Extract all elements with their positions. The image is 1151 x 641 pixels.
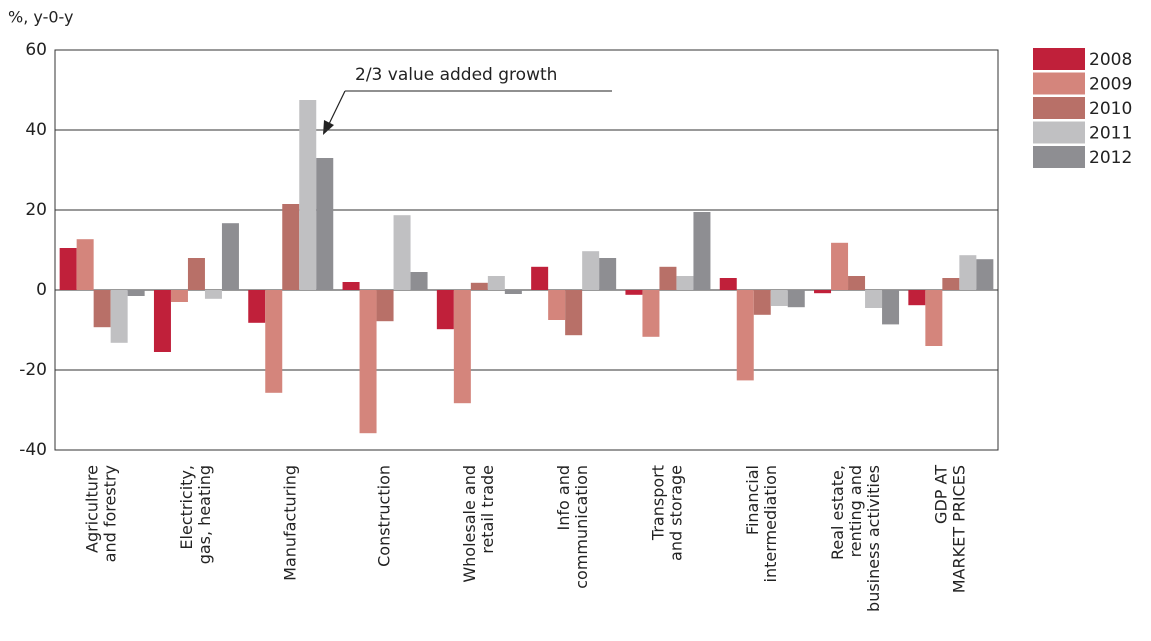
bar (770, 290, 788, 306)
legend-label: 2012 (1089, 148, 1132, 168)
bar (548, 290, 566, 320)
legend-swatch (1033, 97, 1085, 119)
bar (693, 212, 711, 290)
x-tick-label: intermediation (761, 465, 780, 582)
x-tick-label: and forestry (101, 465, 120, 562)
plot-frame (54, 49, 999, 451)
x-tick-label: Wholesale and (460, 465, 479, 583)
bar (865, 290, 883, 308)
bar (925, 290, 943, 346)
bar (882, 290, 900, 325)
bar (187, 258, 205, 290)
bar (504, 290, 522, 294)
y-tick-label: 0 (36, 280, 47, 300)
bars (59, 100, 994, 434)
bar (282, 204, 300, 290)
y-tick-label: -40 (19, 440, 47, 460)
legend-label: 2010 (1089, 99, 1132, 119)
bar (719, 278, 737, 290)
x-tick-label: renting and (846, 465, 865, 557)
bar (376, 290, 394, 322)
bar (393, 215, 411, 290)
bar (642, 290, 660, 337)
bar (976, 259, 994, 290)
bar (342, 282, 360, 290)
bar (814, 290, 832, 294)
x-tick-label: communication (572, 465, 591, 589)
bar (736, 290, 754, 381)
bar (582, 251, 600, 290)
bar (410, 272, 428, 290)
bar (787, 290, 805, 308)
bar (453, 290, 471, 404)
y-tick-label: -20 (19, 360, 47, 380)
x-tick-label: Agriculture (83, 465, 102, 553)
legend-label: 2009 (1089, 75, 1132, 95)
y-tick-label: 20 (25, 200, 47, 220)
bar (127, 290, 145, 296)
bar (110, 290, 128, 343)
bar (153, 290, 171, 352)
legend-swatch (1033, 146, 1085, 168)
bar (625, 290, 643, 295)
bar (599, 258, 617, 290)
annotation: 2/3 value added growth (355, 65, 557, 85)
annotation-arrow (328, 90, 346, 125)
x-tick-label: and storage (666, 465, 685, 561)
bar (942, 278, 960, 290)
x-tick-label: Manufacturing (280, 465, 299, 581)
bar (659, 266, 677, 290)
bar (221, 223, 239, 290)
bar (359, 290, 377, 434)
x-tick-label: Info and (554, 465, 573, 530)
bar (753, 290, 771, 315)
legend-swatch (1033, 48, 1085, 70)
x-tick-label: Transport (648, 465, 667, 541)
x-tick-label: GDP AT (931, 465, 950, 524)
x-tick-label: Electricity, (177, 465, 196, 550)
bar (316, 158, 334, 290)
bar (204, 290, 222, 299)
bar (248, 290, 266, 323)
bar (59, 248, 77, 290)
legend-swatch (1033, 72, 1085, 95)
bar (170, 290, 188, 302)
legend-label: 2011 (1089, 124, 1132, 144)
bar (848, 276, 866, 290)
x-tick-label: Construction (375, 465, 394, 567)
bar (565, 290, 583, 336)
bar (299, 100, 317, 290)
x-tick-label: business activities (864, 465, 883, 612)
x-tick-label: retail trade (478, 465, 497, 554)
y-tick-label: 40 (25, 120, 47, 140)
bar (531, 266, 549, 290)
legend-swatch (1033, 121, 1085, 144)
x-tick-label: Financial (743, 465, 762, 535)
bar (676, 276, 694, 290)
y-axis-label: %, y-0-y (8, 8, 73, 27)
bar (959, 255, 977, 290)
x-tick-label: gas, heating (195, 465, 214, 564)
bar (470, 282, 488, 290)
legend-label: 2008 (1089, 50, 1132, 70)
bar (265, 290, 283, 393)
bar (908, 290, 926, 306)
bar (487, 276, 505, 290)
bar (831, 242, 849, 290)
x-tick-label: Real estate, (828, 465, 847, 560)
bar (76, 239, 94, 290)
arrow-head (323, 120, 334, 135)
x-tick-label: MARKET PRICES (949, 465, 968, 593)
bar (436, 290, 454, 330)
bar (93, 290, 111, 328)
y-tick-label: 60 (25, 40, 47, 60)
